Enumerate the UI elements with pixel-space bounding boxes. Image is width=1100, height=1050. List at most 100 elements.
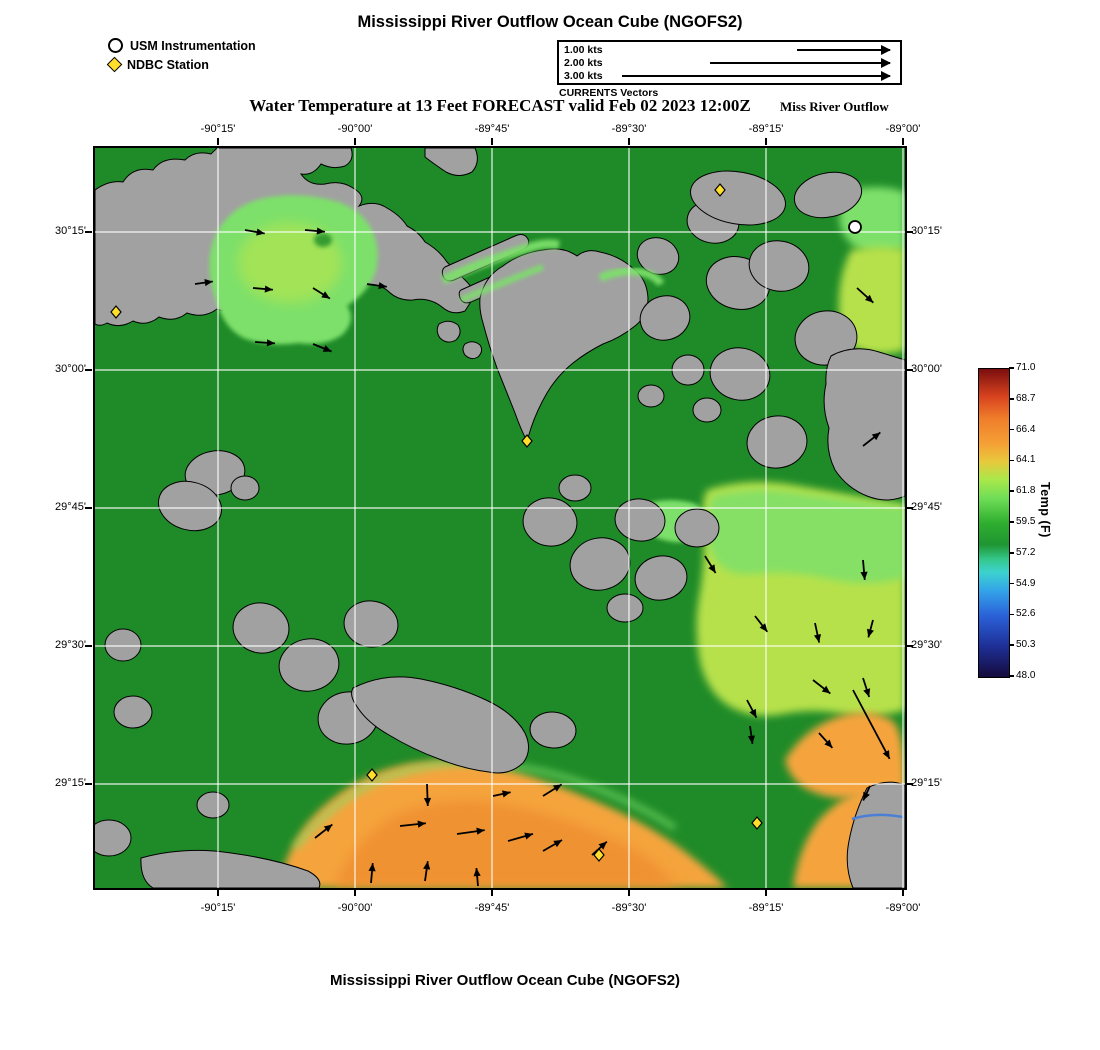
ndbc-station-marker xyxy=(714,183,726,197)
tick-mark xyxy=(85,369,92,371)
tick-mark xyxy=(906,783,913,785)
colorbar-tick: 71.0 xyxy=(1016,362,1036,373)
y-tick-left: 30°15' xyxy=(55,225,86,237)
y-tick-left: 29°15' xyxy=(55,777,86,789)
tick-mark xyxy=(906,369,913,371)
vector-label-1: 1.00 kts xyxy=(564,44,603,56)
y-tick-left: 29°45' xyxy=(55,501,86,513)
tick-mark xyxy=(491,889,493,896)
vector-legend-caption: CURRENTS Vectors xyxy=(559,87,659,99)
map-subtitle-right: Miss River Outflow xyxy=(780,99,889,114)
tick-mark xyxy=(906,645,913,647)
y-tick-left: 29°30' xyxy=(55,639,86,651)
x-tick-top: -90°15' xyxy=(200,123,236,135)
colorbar-tick-mark xyxy=(1009,367,1014,369)
bottom-title: Mississippi River Outflow Ocean Cube (NG… xyxy=(329,972,681,989)
ndbc-station-marker xyxy=(110,305,122,319)
x-tick-bottom: -89°30' xyxy=(611,902,647,914)
tick-mark xyxy=(85,231,92,233)
inland-warm-patches xyxy=(209,195,904,821)
x-tick-bottom: -89°45' xyxy=(474,902,510,914)
vector-arrow-2 xyxy=(710,58,891,68)
x-tick-top: -89°00' xyxy=(885,123,921,135)
tick-mark xyxy=(217,889,219,896)
tick-mark xyxy=(85,507,92,509)
map-subtitle: Water Temperature at 13 Feet FORECAST va… xyxy=(249,96,751,115)
tick-mark xyxy=(354,138,356,145)
tick-mark xyxy=(85,783,92,785)
ndbc-marker-icon xyxy=(106,56,123,73)
vector-arrow-3 xyxy=(622,71,891,81)
page-title: Mississippi River Outflow Ocean Cube (NG… xyxy=(357,13,743,31)
colorbar xyxy=(978,368,1010,678)
tick-mark xyxy=(354,889,356,896)
legend-row-ndbc: NDBC Station xyxy=(106,55,256,74)
currents-vector-legend: 1.00 kts 2.00 kts 3.00 kts xyxy=(557,40,902,85)
usm-legend-label: USM Instrumentation xyxy=(130,38,256,53)
tick-mark xyxy=(217,138,219,145)
y-tick-right: 29°15' xyxy=(911,777,942,789)
ndbc-station-marker xyxy=(366,768,378,782)
colorbar-tick: 66.4 xyxy=(1016,423,1036,435)
tick-mark xyxy=(902,138,904,145)
tick-mark xyxy=(628,138,630,145)
tick-mark xyxy=(491,138,493,145)
colorbar-tick-mark xyxy=(1009,459,1014,462)
x-tick-bottom: -89°00' xyxy=(885,902,921,914)
colorbar-tick-mark xyxy=(1009,398,1014,400)
colorbar-tick: 48.0 xyxy=(1016,670,1036,681)
legend-row-usm: USM Instrumentation xyxy=(108,36,256,55)
x-tick-bottom: -89°15' xyxy=(748,902,784,914)
colorbar-label: Temp (F) xyxy=(1038,482,1052,538)
colorbar-tick-mark xyxy=(1009,613,1014,616)
vector-arrow-1 xyxy=(797,45,891,55)
tick-mark xyxy=(902,889,904,896)
grid-lines xyxy=(95,148,905,888)
tick-mark xyxy=(628,889,630,896)
x-tick-top: -89°30' xyxy=(611,123,647,135)
tick-mark xyxy=(765,889,767,896)
tick-mark xyxy=(765,138,767,145)
colorbar-tick-mark xyxy=(1009,644,1014,646)
y-tick-left: 30°00' xyxy=(55,363,86,375)
colorbar-tick: 64.1 xyxy=(1016,454,1036,466)
tick-mark xyxy=(906,507,913,509)
usm-marker-icon xyxy=(108,38,123,53)
vector-label-2: 2.00 kts xyxy=(564,57,603,69)
colorbar-tick: 61.8 xyxy=(1016,485,1036,497)
colorbar-tick-mark xyxy=(1009,428,1014,431)
colorbar-tick-mark xyxy=(1009,552,1014,554)
current-vectors xyxy=(194,227,891,887)
x-tick-top: -89°15' xyxy=(748,123,784,135)
colorbar-tick-mark xyxy=(1009,582,1014,585)
vector-label-3: 3.00 kts xyxy=(564,70,603,82)
colorbar-tick-mark xyxy=(1009,490,1014,492)
tick-mark xyxy=(906,231,913,233)
map xyxy=(86,146,907,890)
colorbar-tick: 52.6 xyxy=(1016,608,1036,620)
marker-legend: USM Instrumentation NDBC Station xyxy=(106,36,256,74)
ndbc-station-marker xyxy=(521,434,533,448)
y-tick-right: 30°15' xyxy=(911,225,942,237)
colorbar-tick: 59.5 xyxy=(1016,516,1036,527)
map-canvas xyxy=(86,147,906,889)
y-tick-right: 30°00' xyxy=(911,363,942,375)
colorbar-tick: 68.7 xyxy=(1016,392,1036,404)
tick-mark xyxy=(85,645,92,647)
usm-station-marker xyxy=(848,220,862,234)
station-markers xyxy=(110,183,862,862)
x-tick-top: -89°45' xyxy=(474,123,510,135)
ndbc-station-marker xyxy=(751,816,763,830)
colorbar-tick: 54.9 xyxy=(1016,577,1036,589)
x-tick-bottom: -90°15' xyxy=(200,902,236,914)
colorbar-tick-mark xyxy=(1009,675,1014,677)
ndbc-legend-label: NDBC Station xyxy=(127,57,209,72)
ndbc-station-marker xyxy=(593,848,605,862)
colorbar-tick-mark xyxy=(1009,521,1014,523)
y-tick-right: 29°45' xyxy=(911,501,942,513)
river-stream xyxy=(851,813,904,821)
x-tick-bottom: -90°00' xyxy=(337,902,373,914)
y-tick-right: 29°30' xyxy=(911,639,942,651)
colorbar-tick: 50.3 xyxy=(1016,639,1036,651)
